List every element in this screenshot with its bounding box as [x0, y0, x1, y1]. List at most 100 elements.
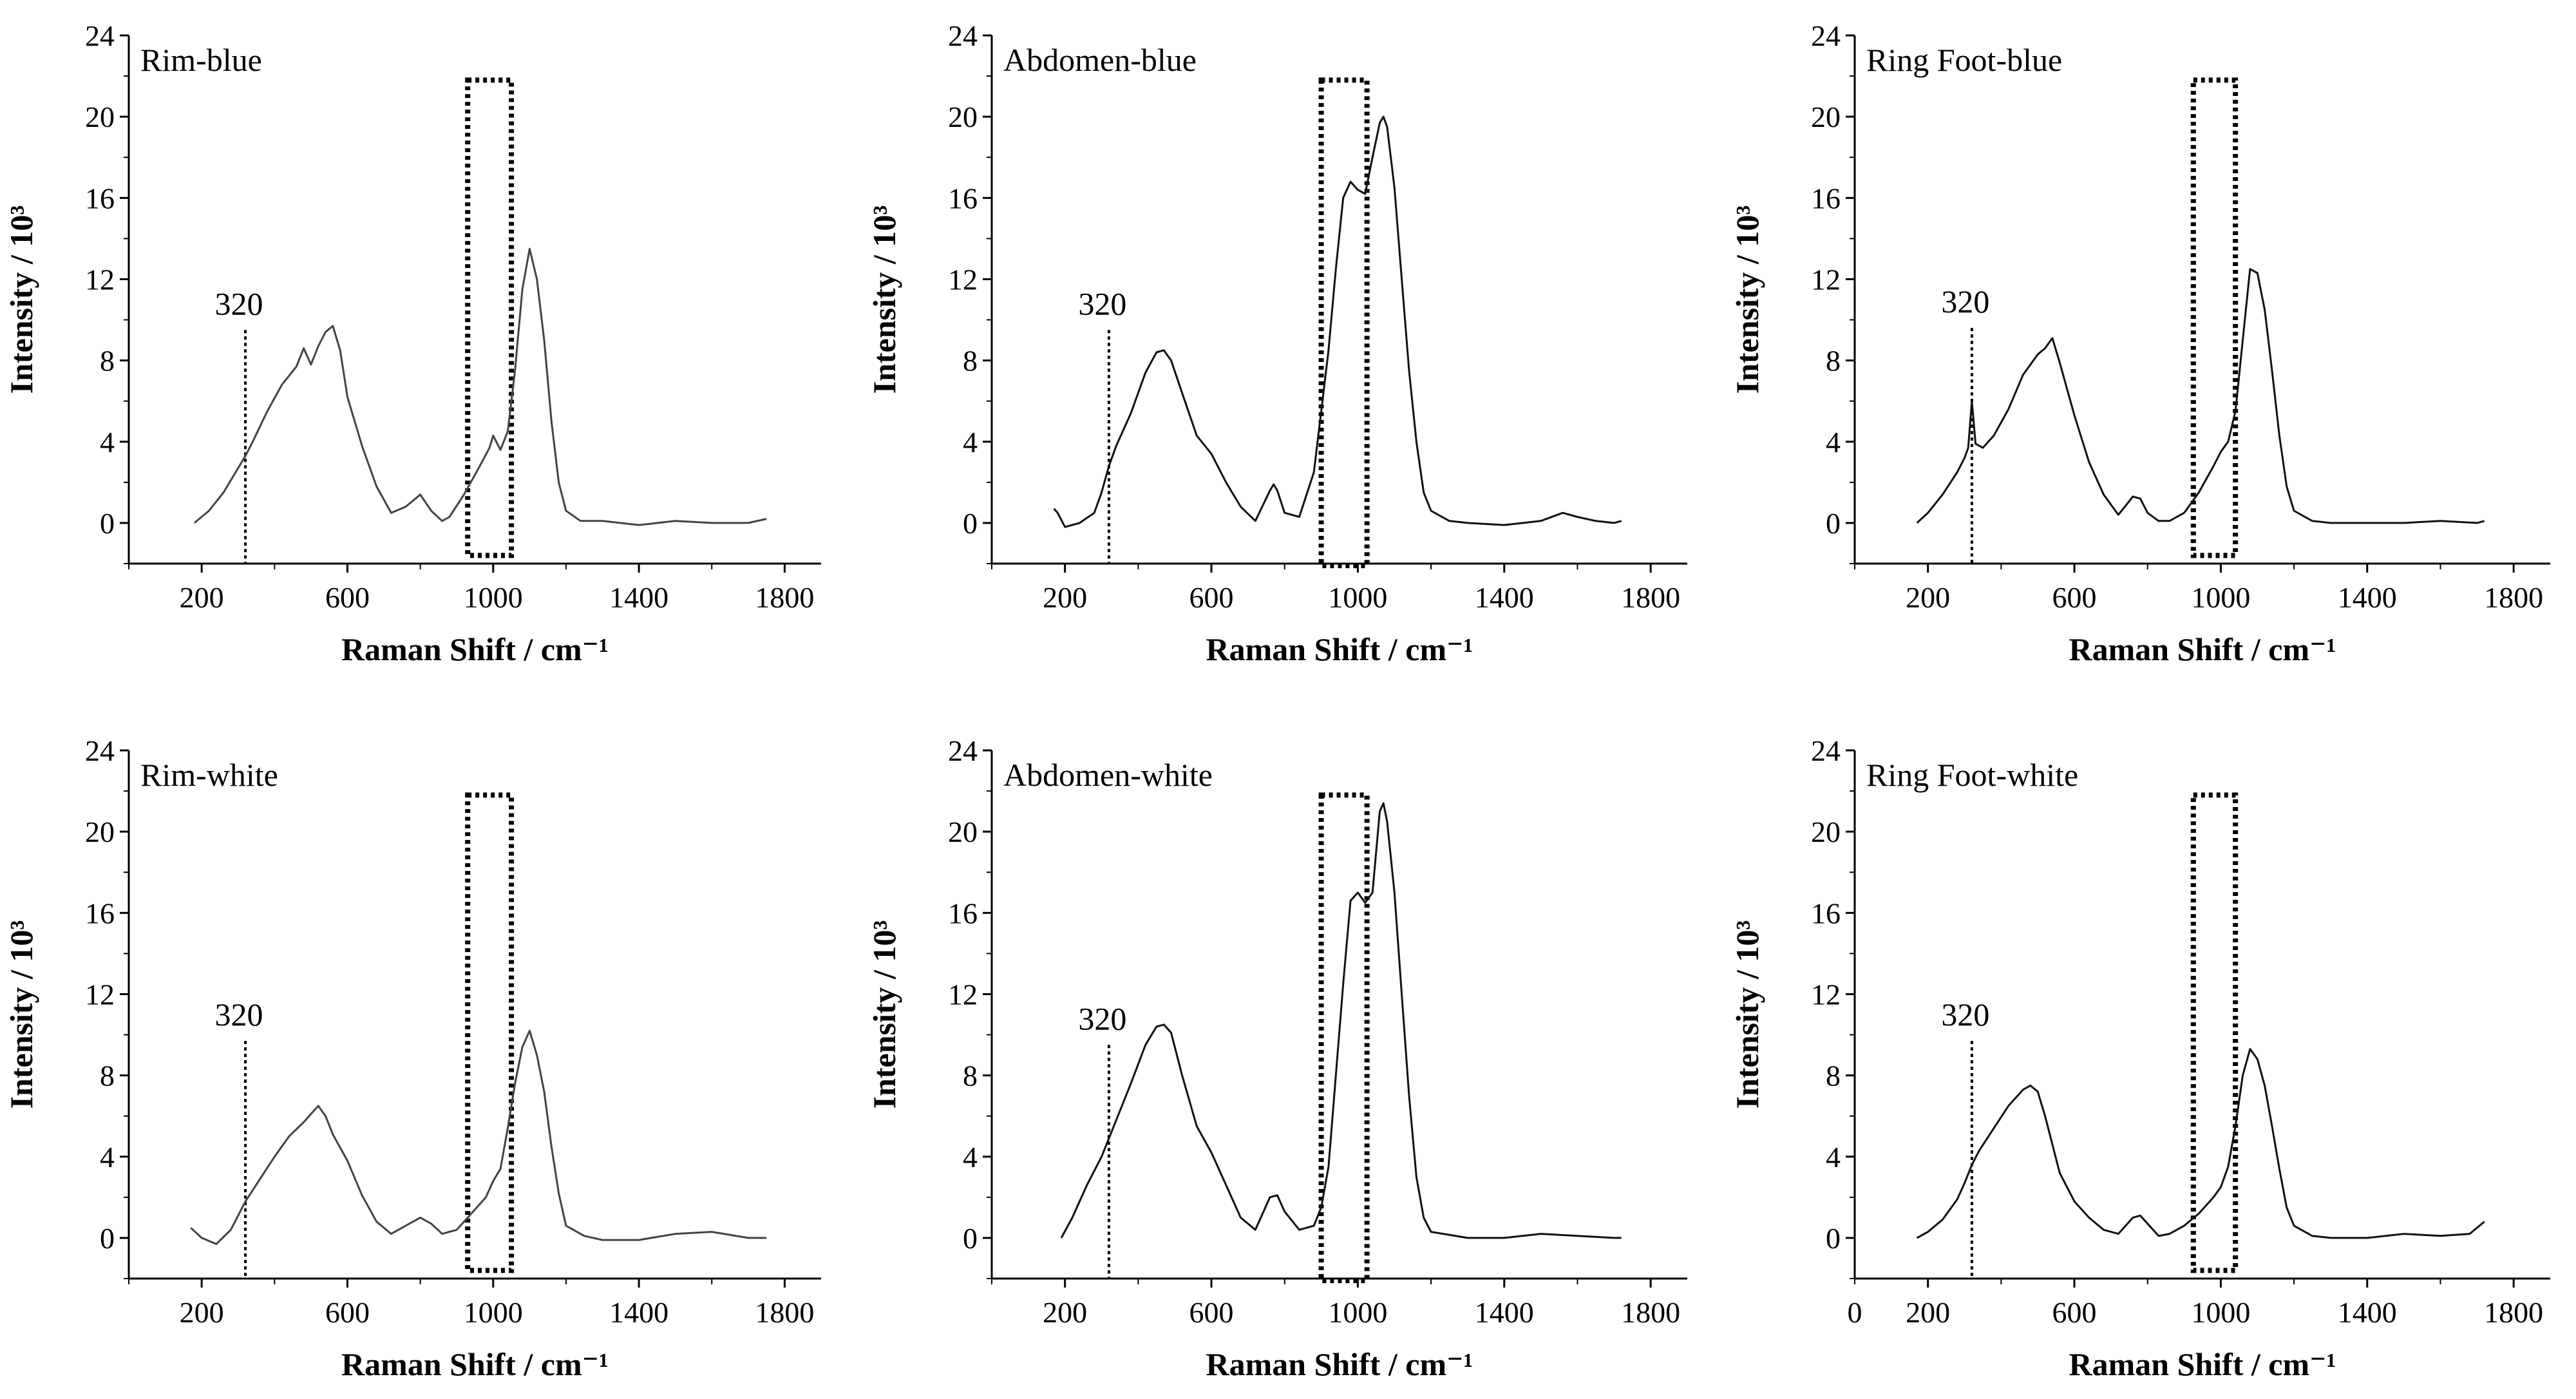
panel-3: 0 4 8 12 16 20 24 200 600 1000 1400 1800 Raman Shift…: [1729, 19, 2550, 667]
panel-title: Ring Foot-white: [1866, 757, 2078, 793]
y-tick-label: 4: [963, 1141, 978, 1174]
x-tick-label: 1000: [2191, 1296, 2250, 1329]
y-tick-label: 20: [85, 815, 115, 848]
x-axis-title: Raman Shift / cm⁻¹: [2069, 1346, 2336, 1382]
panel-title: Abdomen-blue: [1003, 42, 1197, 78]
y-tick-label: 12: [1811, 978, 1841, 1011]
y-tick-label: 16: [948, 897, 978, 929]
panel-4: 0 4 8 12 16 20 24 200 600 1000 1400 1800 Raman Shift…: [3, 734, 821, 1382]
y-tick-label: 24: [1811, 19, 1841, 52]
highlight-box: [465, 792, 515, 1273]
highlight-box: [2190, 77, 2239, 558]
y-tick-label: 4: [963, 426, 978, 459]
highlight-box: [1318, 792, 1370, 1284]
y-tick-label: 24: [948, 19, 978, 52]
y-tick-label: 8: [1826, 1060, 1841, 1092]
y-tick-label: 8: [100, 345, 115, 377]
y-tick-label: 4: [1826, 1141, 1841, 1174]
marker-label-320: 320: [1941, 283, 1989, 319]
y-tick-label: 0: [100, 507, 115, 540]
x-tick-label: 1000: [1328, 1296, 1387, 1329]
y-tick-label: 20: [948, 815, 978, 848]
y-tick-label: 16: [85, 897, 115, 929]
spectrum-line: [1916, 1048, 2485, 1239]
x-tick-label: 200: [180, 1296, 224, 1329]
x-tick-label: 200: [1906, 1296, 1950, 1329]
y-tick-label: 12: [85, 263, 115, 296]
highlight-box: [2190, 792, 2239, 1273]
y-axis-title: Intensity / 10³: [3, 920, 39, 1109]
y-axis-title: Intensity / 10³: [866, 205, 902, 394]
spectrum-line: [190, 1029, 767, 1245]
y-tick-label: 0: [100, 1222, 115, 1255]
y-tick-label: 24: [85, 734, 115, 767]
x-tick-label: 600: [2052, 581, 2097, 614]
x-tick-label: 1400: [1475, 581, 1534, 614]
x-tick-label: 600: [1189, 1296, 1234, 1329]
x-tick-label: 200: [1043, 581, 1087, 614]
y-tick-label: 12: [1811, 263, 1841, 296]
x-axis-title: Raman Shift / cm⁻¹: [341, 631, 609, 667]
y-tick-label: 24: [948, 734, 978, 767]
panel-title: Ring Foot-blue: [1866, 42, 2062, 78]
x-tick-label: 1400: [1475, 1296, 1534, 1329]
y-tick-label: 16: [85, 182, 115, 214]
spectrum-line: [193, 247, 767, 526]
y-tick-label: 24: [1811, 734, 1841, 767]
marker-label-320: 320: [1078, 1000, 1126, 1036]
y-axis-title: Intensity / 10³: [1729, 920, 1765, 1109]
x-tick-label: 200: [1906, 581, 1950, 614]
spectrum-line: [1916, 268, 2485, 524]
x-tick-label: 200: [1043, 1296, 1087, 1329]
x-tick-label: 1400: [2338, 1296, 2397, 1329]
y-tick-label: 0: [963, 1222, 978, 1255]
y-tick-label: 12: [85, 978, 115, 1011]
y-tick-label: 0: [1826, 507, 1841, 540]
panel-5: 0 4 8 12 16 20 24 200 600 1000 1400 1800 Raman Shift…: [866, 734, 1687, 1382]
panel-1: 0 4 8 12 16 20 24 200 600 1000 1400 1800 Raman Shift…: [3, 19, 821, 667]
x-tick-label: 1000: [1328, 581, 1387, 614]
x-axis-title: Raman Shift / cm⁻¹: [2069, 631, 2336, 667]
x-tick-label: 1800: [755, 1296, 814, 1329]
y-tick-label: 4: [100, 1141, 115, 1174]
panel-6: 0 4 8 12 16 20 24 0 200 600 1000 1400 1800 Raman Shif…: [1729, 734, 2550, 1382]
marker-label-320: 320: [1078, 285, 1126, 321]
x-tick-label: 1000: [2191, 581, 2250, 614]
panel-title: Rim-white: [140, 757, 278, 793]
panel-title: Rim-blue: [140, 42, 262, 78]
y-tick-label: 16: [1811, 182, 1841, 214]
x-axis-title: Raman Shift / cm⁻¹: [1206, 631, 1473, 667]
y-tick-label: 24: [85, 19, 115, 52]
highlight-box: [1318, 77, 1370, 569]
marker-label-320: 320: [215, 996, 263, 1033]
y-tick-label: 12: [948, 263, 978, 296]
y-tick-label: 0: [963, 507, 978, 540]
y-tick-label: 4: [100, 426, 115, 459]
y-axis-title: Intensity / 10³: [3, 205, 39, 394]
y-tick-label: 12: [948, 978, 978, 1011]
x-tick-label: 0: [1848, 1296, 1862, 1329]
y-tick-label: 16: [948, 182, 978, 214]
y-tick-label: 0: [1826, 1222, 1841, 1255]
highlight-box: [465, 77, 515, 558]
y-tick-label: 4: [1826, 426, 1841, 459]
x-tick-label: 1400: [609, 1296, 668, 1329]
y-tick-label: 20: [948, 100, 978, 133]
marker-label-320: 320: [215, 285, 263, 321]
y-tick-label: 16: [1811, 897, 1841, 929]
panel-2: 0 4 8 12 16 20 24 200 600 1000 1400 1800 Raman Shift…: [866, 19, 1687, 667]
x-tick-label: 1800: [2484, 1296, 2543, 1329]
spectrum-line: [1060, 802, 1622, 1239]
x-tick-label: 1400: [2338, 581, 2397, 614]
y-tick-label: 8: [963, 345, 978, 377]
x-tick-label: 1800: [755, 581, 814, 614]
y-tick-label: 20: [85, 100, 115, 133]
marker-label-320: 320: [1941, 996, 1989, 1033]
x-tick-label: 1400: [609, 581, 668, 614]
y-tick-label: 8: [963, 1060, 978, 1092]
y-tick-label: 8: [100, 1060, 115, 1092]
y-axis-title: Intensity / 10³: [866, 920, 902, 1109]
x-tick-label: 1800: [1621, 1296, 1680, 1329]
x-tick-label: 600: [2052, 1296, 2097, 1329]
